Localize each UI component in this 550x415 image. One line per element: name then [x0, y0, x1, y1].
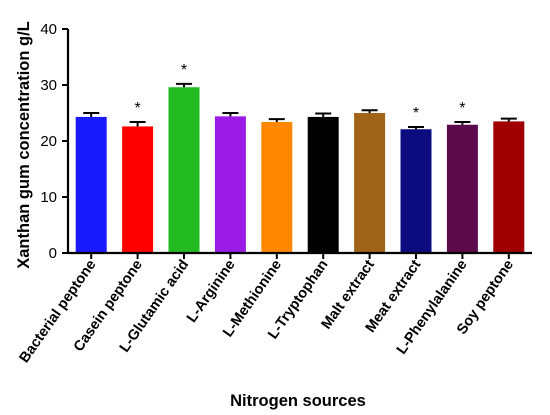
bar [168, 87, 200, 254]
bar [261, 121, 293, 254]
bar [400, 129, 432, 253]
significance-marker: * [459, 100, 465, 117]
significance-marker: * [413, 105, 419, 122]
bar [214, 116, 246, 253]
significance-layer: * * * * [134, 62, 465, 122]
bar [307, 116, 339, 253]
bar [75, 116, 107, 253]
y-tick-label: 0 [49, 245, 57, 262]
error-bars-layer [83, 82, 517, 130]
y-axis-title: Xanthan gum concentration g/L [15, 21, 33, 269]
bar [122, 126, 154, 253]
significance-marker: * [181, 62, 187, 79]
y-tick-label: 30 [40, 77, 57, 94]
bar [446, 124, 478, 253]
bar [354, 113, 386, 253]
y-tick-label: 20 [40, 133, 57, 150]
significance-marker: * [134, 100, 140, 117]
bar [493, 121, 525, 254]
y-tick-label: 40 [40, 21, 57, 38]
x-axis-title: Nitrogen sources [230, 392, 366, 410]
bars-layer [75, 87, 525, 254]
y-tick-label: 10 [40, 189, 57, 206]
y-ticks-layer: 0 10 20 30 40 [40, 21, 68, 262]
